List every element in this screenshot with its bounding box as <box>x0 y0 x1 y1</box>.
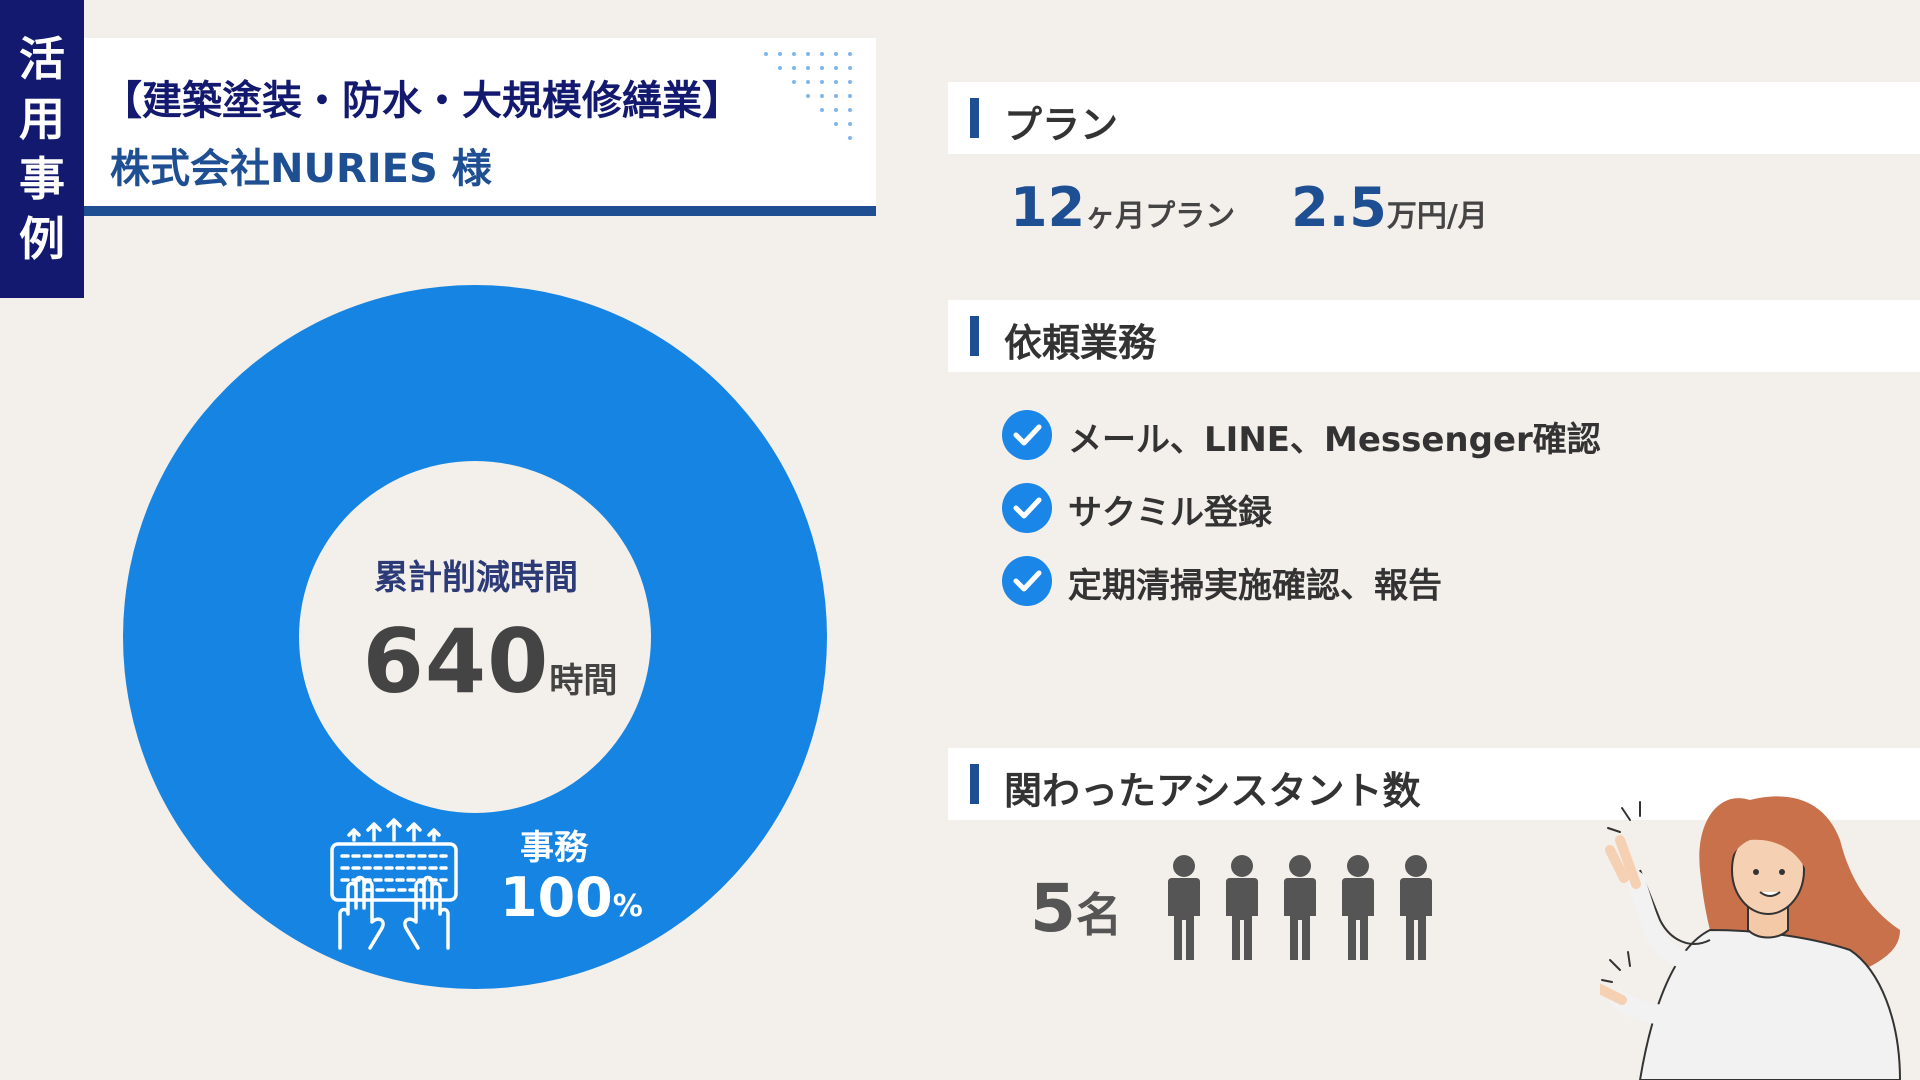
time-saved-value: 640時間 <box>300 610 680 713</box>
person-icon <box>1284 855 1316 960</box>
assistant-count-number: 5 <box>1030 870 1076 947</box>
task-share-unit: % <box>612 889 643 924</box>
case-study-tag-char: 活 <box>19 32 65 86</box>
company-name: 株式会社NURIES 様 <box>110 146 492 192</box>
pointing-woman-illustration <box>1600 796 1902 1080</box>
plan-heading: プラン <box>1004 103 1119 147</box>
section-accent-bar <box>970 764 979 804</box>
case-study-tag-char: 例 <box>19 212 65 266</box>
case-study-tag-char: 用 <box>19 92 65 146</box>
time-saved-number: 640 <box>362 610 550 713</box>
plan-section-header: プラン <box>948 82 1920 154</box>
person-icon <box>1342 855 1374 960</box>
tasks-section-header: 依頼業務 <box>948 300 1920 372</box>
check-circle-icon <box>1002 410 1052 460</box>
assistant-count: 5名 <box>1030 870 1122 947</box>
industry-title: 【建築塗装・防水・大規模修繕業】 <box>102 78 742 124</box>
task-category-label: 事務 <box>520 828 588 868</box>
time-saved-label: 累計削減時間 <box>374 558 578 598</box>
check-circle-icon <box>1002 483 1052 533</box>
person-icon <box>1400 855 1432 960</box>
task-item-label: メール、LINE、Messenger確認 <box>1068 420 1601 460</box>
plan-term-value: 12 <box>1010 176 1086 239</box>
assistant-count-unit: 名 <box>1075 888 1122 942</box>
task-item-label: サクミル登録 <box>1068 493 1272 533</box>
dot-pattern-decoration <box>764 52 852 140</box>
plan-term-unit: ヶ月プラン <box>1085 199 1236 234</box>
task-category-share: 100% <box>500 866 643 929</box>
person-icon <box>1168 855 1200 960</box>
section-accent-bar <box>970 98 979 138</box>
task-share-number: 100 <box>500 866 613 929</box>
plan-details: 12ヶ月プラン 2.5万円/月 <box>1010 176 1488 239</box>
time-saved-unit: 時間 <box>549 661 618 701</box>
task-item-label: 定期清掃実施確認、報告 <box>1068 566 1442 606</box>
check-circle-icon <box>1002 556 1052 606</box>
section-accent-bar <box>970 316 979 356</box>
title-card: 【建築塗装・防水・大規模修繕業】 株式会社NURIES 様 <box>84 38 876 216</box>
time-saved-donut <box>123 285 827 989</box>
person-icon <box>1226 855 1258 960</box>
case-study-tag-char: 事 <box>19 152 65 206</box>
plan-price-unit: 万円/月 <box>1386 199 1488 234</box>
people-icons <box>1168 855 1432 960</box>
plan-price-value: 2.5 <box>1291 176 1387 239</box>
assistants-heading: 関わったアシスタント数 <box>1004 769 1421 813</box>
typing-hands-icon <box>330 818 458 950</box>
case-study-tag: 活 用 事 例 <box>0 0 84 298</box>
tasks-heading: 依頼業務 <box>1004 321 1157 365</box>
